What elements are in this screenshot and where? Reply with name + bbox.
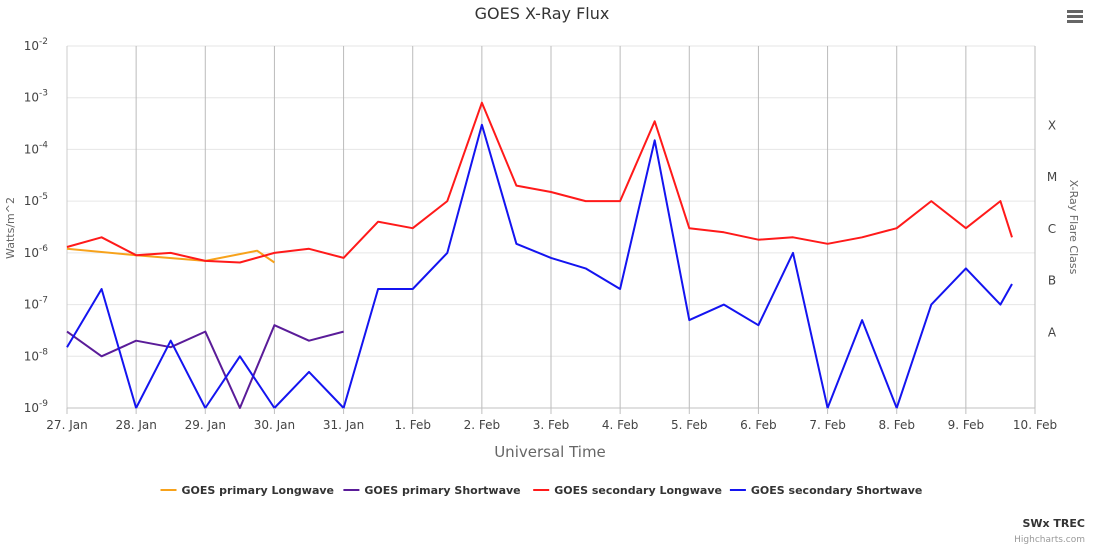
x-tick-label: 30. Jan bbox=[254, 418, 295, 432]
x-tick-label: 10. Feb bbox=[1013, 418, 1057, 432]
legend-label: GOES secondary Longwave bbox=[554, 484, 722, 497]
flare-class-label: M bbox=[1047, 170, 1057, 184]
y-tick-exponent: -9 bbox=[39, 399, 48, 409]
y-tick-base: 10 bbox=[24, 246, 39, 260]
flare-class-label: B bbox=[1048, 274, 1056, 288]
legend-item[interactable]: GOES primary Longwave bbox=[160, 484, 335, 497]
x-tick-label: 3. Feb bbox=[533, 418, 570, 432]
x-tick-label: 6. Feb bbox=[740, 418, 777, 432]
legend-item[interactable]: GOES primary Shortwave bbox=[343, 484, 521, 497]
credit-brand: SWx TREC bbox=[1022, 517, 1085, 530]
chart-title: GOES X-Ray Flux bbox=[475, 4, 610, 23]
x-tick-label: 29. Jan bbox=[185, 418, 226, 432]
x-tick-label: 31. Jan bbox=[323, 418, 364, 432]
x-tick-label: 7. Feb bbox=[809, 418, 846, 432]
y-tick-label: 10-2 bbox=[24, 37, 48, 53]
y-tick-base: 10 bbox=[24, 91, 39, 105]
legend-label: GOES primary Longwave bbox=[182, 484, 335, 497]
hamburger-menu-icon bbox=[1067, 10, 1083, 23]
series-line bbox=[66, 101, 1013, 264]
x-tick-label: 1. Feb bbox=[394, 418, 431, 432]
menu-button[interactable] bbox=[1062, 6, 1088, 28]
y-tick-base: 10 bbox=[24, 142, 39, 156]
x-tick-label: 27. Jan bbox=[46, 418, 87, 432]
y-tick-label: 10-6 bbox=[24, 244, 49, 260]
y-tick-exponent: -6 bbox=[39, 244, 48, 254]
credit-source[interactable]: Highcharts.com bbox=[1014, 535, 1085, 545]
y2-axis-title: X-Ray Flare Class bbox=[1067, 180, 1080, 275]
y-tick-exponent: -2 bbox=[39, 37, 48, 47]
y-tick-label: 10-8 bbox=[24, 347, 49, 363]
y-tick-label: 10-5 bbox=[24, 192, 48, 208]
flare-class-labels: X M C B A bbox=[1047, 118, 1057, 339]
x-tick-label: 4. Feb bbox=[602, 418, 639, 432]
flare-class-label: C bbox=[1048, 222, 1056, 236]
y-tick-base: 10 bbox=[24, 194, 39, 208]
y-tick-base: 10 bbox=[24, 349, 39, 363]
x-axis-title: Universal Time bbox=[494, 443, 606, 461]
y-tick-exponent: -4 bbox=[39, 140, 48, 150]
y-tick-label: 10-7 bbox=[24, 296, 48, 312]
legend-label: GOES primary Shortwave bbox=[364, 484, 520, 497]
y-tick-label: 10-9 bbox=[24, 399, 49, 415]
x-axis-ticks: 27. Jan 28. Jan 29. Jan 30. Jan 31. Jan 1. Fe… bbox=[46, 408, 1057, 432]
y-tick-label: 10-3 bbox=[24, 89, 48, 105]
y-tick-exponent: -7 bbox=[39, 296, 48, 306]
y-tick-exponent: -5 bbox=[39, 192, 48, 202]
y-tick-label: 10-4 bbox=[24, 140, 49, 156]
y-tick-base: 10 bbox=[24, 401, 39, 415]
grid-lines bbox=[66, 45, 1036, 409]
x-tick-label: 5. Feb bbox=[671, 418, 708, 432]
x-tick-label: 2. Feb bbox=[464, 418, 501, 432]
flare-class-label: X bbox=[1048, 118, 1056, 132]
series-line bbox=[66, 123, 1013, 409]
legend-item[interactable]: GOES secondary Shortwave bbox=[729, 484, 923, 497]
series-line bbox=[66, 324, 344, 409]
y-axis-ticks: 10-210-310-410-510-610-710-810-9 bbox=[24, 37, 49, 415]
y-tick-base: 10 bbox=[24, 298, 39, 312]
y-tick-exponent: -3 bbox=[39, 89, 48, 99]
x-tick-label: 8. Feb bbox=[878, 418, 915, 432]
legend-item[interactable]: GOES secondary Longwave bbox=[533, 484, 722, 497]
x-tick-label: 9. Feb bbox=[948, 418, 985, 432]
y-tick-base: 10 bbox=[24, 39, 39, 53]
x-tick-label: 28. Jan bbox=[115, 418, 156, 432]
y-tick-exponent: -8 bbox=[39, 347, 48, 357]
series-line bbox=[66, 247, 275, 264]
flare-class-label: A bbox=[1048, 325, 1057, 339]
series-layer bbox=[66, 101, 1013, 409]
y-axis-title: Watts/m^2 bbox=[4, 197, 17, 259]
legend-label: GOES secondary Shortwave bbox=[751, 484, 923, 497]
legend: GOES primary Longwave GOES primary Shortw… bbox=[160, 484, 923, 497]
